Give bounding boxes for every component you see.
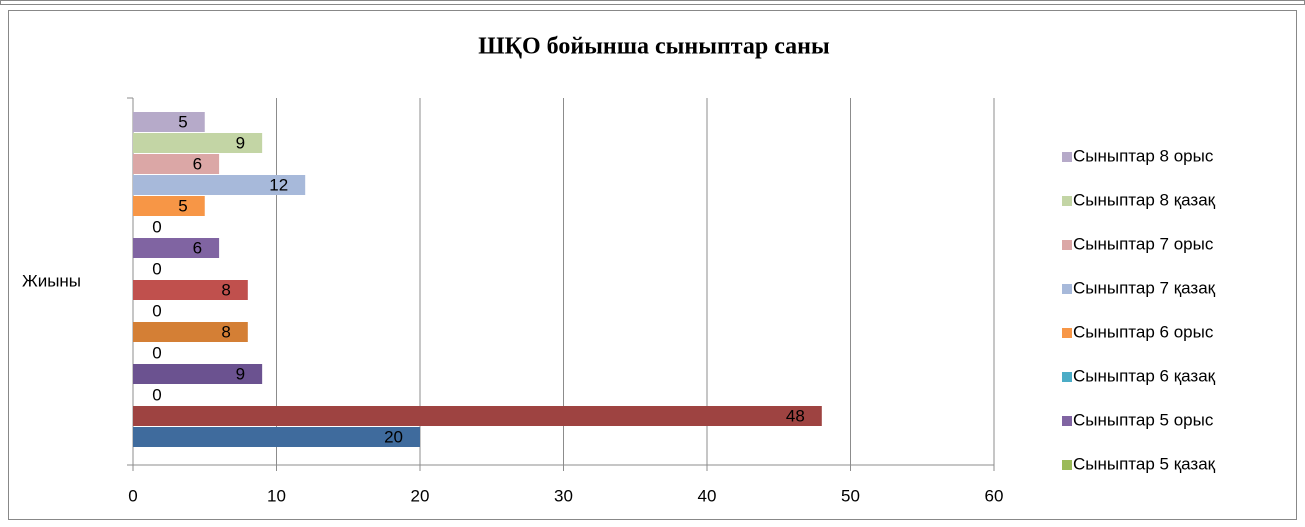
bar [133,280,248,300]
data-label: 48 [786,406,805,425]
data-label: 0 [152,217,161,236]
x-tick-label: 0 [128,486,137,505]
legend-swatch [1062,152,1072,162]
legend-label: Сыныптар 8 қазақ [1073,190,1216,209]
legend-label: Сыныптар 5 орыс [1073,410,1214,429]
legend-label: Сыныптар 7 орыс [1073,234,1214,253]
bar [133,196,205,216]
legend-swatch [1062,416,1072,426]
data-label: 0 [152,343,161,362]
legend-swatch [1062,328,1072,338]
legend-swatch [1062,460,1072,470]
data-label: 0 [152,301,161,320]
chart-title: ШҚО бойынша сыныптар саны [478,34,830,60]
legend-swatch [1062,284,1072,294]
data-label: 6 [193,154,202,173]
data-label: 9 [236,133,245,152]
x-tick-label: 50 [841,486,860,505]
bar [133,175,306,195]
x-tick-label: 30 [554,486,573,505]
data-label: 8 [221,280,230,299]
bar [133,427,420,447]
legend-label: Сыныптар 7 қазақ [1073,278,1216,297]
data-label: 12 [269,175,288,194]
legend-swatch [1062,240,1072,250]
bar [133,238,220,258]
data-label: 0 [152,385,161,404]
bar [133,364,263,384]
data-label: 6 [193,238,202,257]
x-tick-label: 60 [985,486,1004,505]
data-label: 5 [178,196,187,215]
data-label: 9 [236,364,245,383]
data-label: 5 [178,112,187,131]
legend-label: Сыныптар 8 орыс [1073,146,1214,165]
data-label: 20 [384,427,403,446]
legend-label: Сыныптар 6 орыс [1073,322,1214,341]
bar [133,112,205,132]
data-label: 0 [152,259,161,278]
x-tick-label: 40 [698,486,717,505]
bar [133,154,220,174]
bar [133,133,263,153]
y-category-label: Жиыны [22,271,81,290]
legend-label: Сыныптар 6 қазақ [1073,366,1216,385]
x-tick-label: 20 [411,486,430,505]
legend-swatch [1062,196,1072,206]
data-label: 8 [221,322,230,341]
bar [133,322,248,342]
window-edge [0,0,1305,5]
legend-label: Сыныптар 5 қазақ [1073,454,1216,473]
x-tick-label: 10 [267,486,286,505]
legend-swatch [1062,372,1072,382]
bar [133,406,822,426]
